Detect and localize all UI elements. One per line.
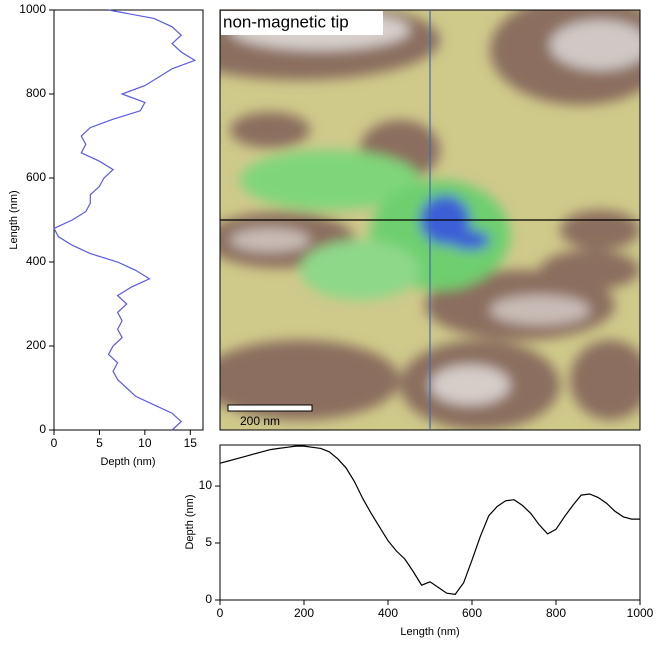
y-tick-label: 600 <box>26 170 46 184</box>
x-tick-label: 0 <box>51 436 58 450</box>
image-title: non-magnetic tip <box>223 12 349 31</box>
afm-image <box>160 0 657 430</box>
y-axis-label: Depth (nm) <box>184 494 196 549</box>
x-tick-label: 5 <box>96 436 103 450</box>
x-tick-label: 0 <box>217 606 224 620</box>
y-tick-label: 0 <box>39 422 46 436</box>
x-axis-label: Length (nm) <box>400 626 459 638</box>
figure: non-magnetic tip 200 nm Length (nm) Dept… <box>0 0 657 643</box>
y-axis-label: Length (nm) <box>8 190 20 249</box>
y-tick-label: 10 <box>199 478 213 492</box>
y-tick-label: 800 <box>26 86 46 100</box>
scale-bar-label: 200 nm <box>240 414 280 428</box>
y-tick-label: 200 <box>26 338 46 352</box>
profile-line <box>220 446 640 594</box>
x-tick-label: 200 <box>294 606 314 620</box>
profile-line <box>54 10 195 430</box>
plot-frame <box>54 10 203 430</box>
y-tick-label: 0 <box>205 592 212 606</box>
scale-bar <box>228 405 312 411</box>
x-tick-label: 10 <box>138 436 152 450</box>
x-axis-label: Depth (nm) <box>100 456 155 468</box>
x-tick-label: 400 <box>378 606 398 620</box>
x-tick-label: 800 <box>546 606 566 620</box>
y-tick-label: 400 <box>26 254 46 268</box>
y-tick-label: 5 <box>205 535 212 549</box>
x-tick-label: 600 <box>462 606 482 620</box>
plot-frame <box>220 445 640 600</box>
y-tick-label: 1000 <box>19 2 46 16</box>
x-tick-label: 15 <box>184 436 198 450</box>
x-tick-label: 1000 <box>627 606 654 620</box>
